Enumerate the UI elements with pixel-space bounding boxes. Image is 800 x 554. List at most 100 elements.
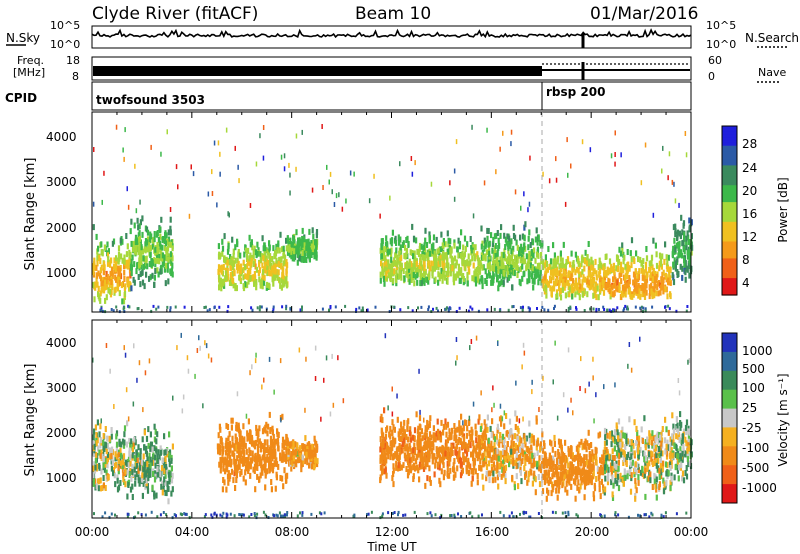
- scatter-cell: [499, 280, 502, 287]
- scatter-cell: [118, 270, 122, 277]
- scatter-cell: [656, 284, 659, 290]
- scatter-cell: [134, 474, 137, 481]
- scatter-cell: [157, 271, 160, 278]
- scatter-cell: [384, 467, 387, 474]
- scatter-cell: [614, 130, 616, 136]
- scatter-cell: [235, 477, 238, 483]
- noise-left-tick-top: 10^5: [50, 19, 80, 32]
- scatter-cell: [488, 477, 491, 483]
- scatter-cell: [592, 495, 596, 502]
- scatter-cell: [471, 124, 473, 130]
- scatter-cell: [430, 441, 433, 448]
- scatter-cell: [474, 244, 477, 251]
- scatter-cell: [561, 286, 564, 293]
- scatter-cell: [452, 442, 455, 449]
- scatter-cell: [481, 255, 484, 261]
- scatter-cell: [221, 238, 224, 245]
- scatter-cell: [284, 254, 287, 261]
- scatter-cell: [149, 252, 152, 259]
- scatter-cell: [552, 269, 555, 275]
- scatter-cell: [576, 284, 579, 291]
- scatter-cell: [500, 224, 503, 231]
- scatter-cell: [508, 433, 511, 440]
- scatter-cell: [94, 464, 97, 471]
- scatter-cell: [421, 273, 424, 280]
- scatter-cell: [113, 472, 116, 479]
- scatter-cell: [453, 196, 456, 202]
- colorbar-segment: [722, 218, 737, 223]
- scatter-cell: [328, 308, 330, 312]
- scatter-cell: [558, 263, 561, 270]
- scatter-cell: [498, 470, 501, 477]
- scatter-cell: [261, 464, 264, 471]
- scatter-cell: [427, 440, 430, 446]
- scatter-cell: [245, 253, 249, 260]
- scatter-cell: [268, 467, 271, 474]
- scatter-cell: [163, 433, 166, 440]
- scatter-cell: [286, 249, 290, 256]
- scatter-cell: [424, 227, 427, 234]
- scatter-cell: [474, 468, 477, 475]
- scatter-cell: [296, 442, 299, 449]
- scatter-cell: [612, 266, 615, 273]
- scatter-cell: [530, 273, 534, 280]
- scatter-cell: [639, 284, 642, 291]
- scatter-cell: [416, 439, 419, 446]
- scatter-cell: [237, 422, 240, 429]
- scatter-cell: [499, 456, 502, 462]
- scatter-cell: [514, 433, 517, 440]
- scatter-cell: [161, 457, 164, 464]
- scatter-cell: [239, 267, 243, 274]
- colorbar-segment: [722, 280, 737, 285]
- scatter-cell: [219, 426, 222, 433]
- scatter-cell: [553, 471, 556, 478]
- scatter-cell: [637, 276, 640, 283]
- scatter-cell: [503, 248, 506, 255]
- scatter-cell: [410, 261, 413, 268]
- scatter-cell: [536, 270, 539, 277]
- scatter-cell: [418, 461, 422, 468]
- scatter-cell: [602, 484, 605, 491]
- scatter-cell: [418, 263, 421, 269]
- scatter-cell: [602, 289, 606, 296]
- scatter-cell: [217, 432, 220, 439]
- scatter-cell: [518, 454, 521, 460]
- scatter-cell: [515, 451, 518, 458]
- scatter-cell: [640, 180, 643, 186]
- scatter-cell: [430, 434, 433, 441]
- scatter-cell: [123, 425, 127, 432]
- scatter-cell: [555, 277, 558, 284]
- scatter-cell: [275, 261, 278, 267]
- scatter-cell: [553, 280, 556, 287]
- scatter-cell: [228, 431, 231, 438]
- scatter-cell: [225, 459, 228, 466]
- scatter-cell: [535, 272, 538, 279]
- scatter-cell: [291, 241, 294, 248]
- scatter-cell: [424, 425, 427, 432]
- scatter-cell: [583, 494, 586, 501]
- scatter-cell: [529, 155, 531, 161]
- scatter-cell: [424, 463, 427, 470]
- scatter-cell: [627, 307, 629, 311]
- scatter-cell: [422, 278, 425, 284]
- scatter-cell: [410, 436, 413, 443]
- scatter-cell: [661, 271, 664, 278]
- scatter-cell: [114, 455, 117, 462]
- scatter-cell: [164, 280, 167, 287]
- scatter-cell: [285, 307, 288, 311]
- scatter-cell: [591, 272, 594, 279]
- scatter-cell: [447, 309, 450, 313]
- scatter-cell: [148, 261, 151, 267]
- scatter-cell: [259, 441, 263, 448]
- scatter-cell: [382, 272, 385, 279]
- scatter-cell: [441, 277, 444, 284]
- scatter-cell: [546, 487, 549, 494]
- scatter-cell: [439, 272, 443, 279]
- scatter-cell: [562, 267, 565, 274]
- scatter-cell: [510, 448, 513, 455]
- scatter-cell: [527, 207, 529, 213]
- scatter-cell: [281, 246, 284, 253]
- scatter-cell: [169, 268, 172, 275]
- scatter-cell: [513, 484, 516, 491]
- scatter-cell: [230, 468, 234, 475]
